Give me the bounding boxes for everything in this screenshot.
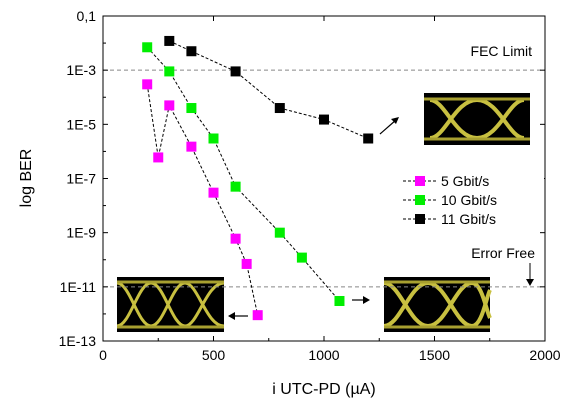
data-point-series-0 bbox=[252, 310, 263, 321]
x-tick-label: 2000 bbox=[529, 347, 560, 363]
data-point-series-0 bbox=[142, 79, 153, 90]
arrow-to-10gbit-eye bbox=[352, 296, 370, 304]
legend-marker-5gbit bbox=[415, 176, 425, 186]
error-free-arrowhead bbox=[526, 279, 534, 286]
data-point-series-1 bbox=[142, 42, 153, 53]
data-point-series-1 bbox=[208, 133, 219, 144]
data-point-series-0 bbox=[153, 152, 164, 163]
legend-label-11gbit: 11 Gbit/s bbox=[441, 211, 496, 227]
y-tick-label: 1E-7 bbox=[66, 171, 96, 187]
data-point-series-0 bbox=[164, 100, 175, 111]
data-point-series-1 bbox=[334, 295, 345, 306]
data-point-series-2 bbox=[230, 66, 241, 77]
data-point-series-0 bbox=[230, 233, 241, 244]
data-point-series-2 bbox=[274, 103, 285, 114]
error-free-label: Error Free bbox=[471, 245, 535, 261]
data-point-series-0 bbox=[208, 187, 219, 198]
data-point-series-1 bbox=[186, 103, 197, 114]
series-line-0 bbox=[146, 84, 259, 316]
data-point-series-2 bbox=[363, 133, 374, 144]
x-tick-label: 1000 bbox=[308, 347, 339, 363]
data-point-series-2 bbox=[186, 46, 197, 57]
legend-label-10gbit: 10 Gbit/s bbox=[441, 192, 497, 208]
y-tick-label: 0,1 bbox=[77, 8, 97, 24]
data-point-series-2 bbox=[319, 114, 329, 125]
x-tick-label: 500 bbox=[202, 347, 226, 363]
y-axis-title: log BER bbox=[18, 149, 35, 208]
eye-diagram-5gbit-image bbox=[116, 277, 225, 332]
legend-item-11gbit: 11 Gbit/s bbox=[403, 211, 496, 227]
y-tick-label: 1E-3 bbox=[66, 62, 96, 78]
y-tick-label: 1E-13 bbox=[59, 333, 97, 349]
y-tick-label: 1E-11 bbox=[60, 279, 97, 295]
data-point-series-2 bbox=[164, 35, 175, 46]
y-tick-label: 1E-5 bbox=[66, 116, 96, 132]
fec-limit-label: FEC Limit bbox=[471, 43, 533, 59]
data-point-series-0 bbox=[241, 258, 252, 269]
data-point-series-1 bbox=[230, 181, 241, 192]
x-tick-label: 1500 bbox=[419, 347, 450, 363]
data-point-series-1 bbox=[274, 227, 285, 238]
legend-marker-11gbit bbox=[415, 214, 425, 224]
arrow-to-11gbit-eye bbox=[379, 117, 399, 135]
legend-item-10gbit: 10 Gbit/s bbox=[403, 192, 497, 208]
data-point-series-1 bbox=[164, 66, 175, 77]
x-axis-title: i UTC-PD (µA) bbox=[272, 381, 375, 398]
eye-diagram-11gbit-image bbox=[424, 93, 530, 145]
data-point-series-1 bbox=[296, 252, 307, 263]
y-tick-label: 1E-9 bbox=[66, 225, 96, 241]
x-tick-label: 0 bbox=[99, 347, 107, 363]
legend-marker-10gbit bbox=[415, 195, 425, 205]
arrow-to-5gbit-eye bbox=[228, 312, 248, 320]
legend: 5 Gbit/s 10 Gbit/s 11 Gbit/s bbox=[402, 170, 544, 232]
legend-label-5gbit: 5 Gbit/s bbox=[441, 173, 489, 189]
eye-diagram-10gbit-image bbox=[383, 277, 492, 332]
legend-item-5gbit: 5 Gbit/s bbox=[403, 173, 489, 189]
data-point-series-0 bbox=[186, 141, 197, 152]
